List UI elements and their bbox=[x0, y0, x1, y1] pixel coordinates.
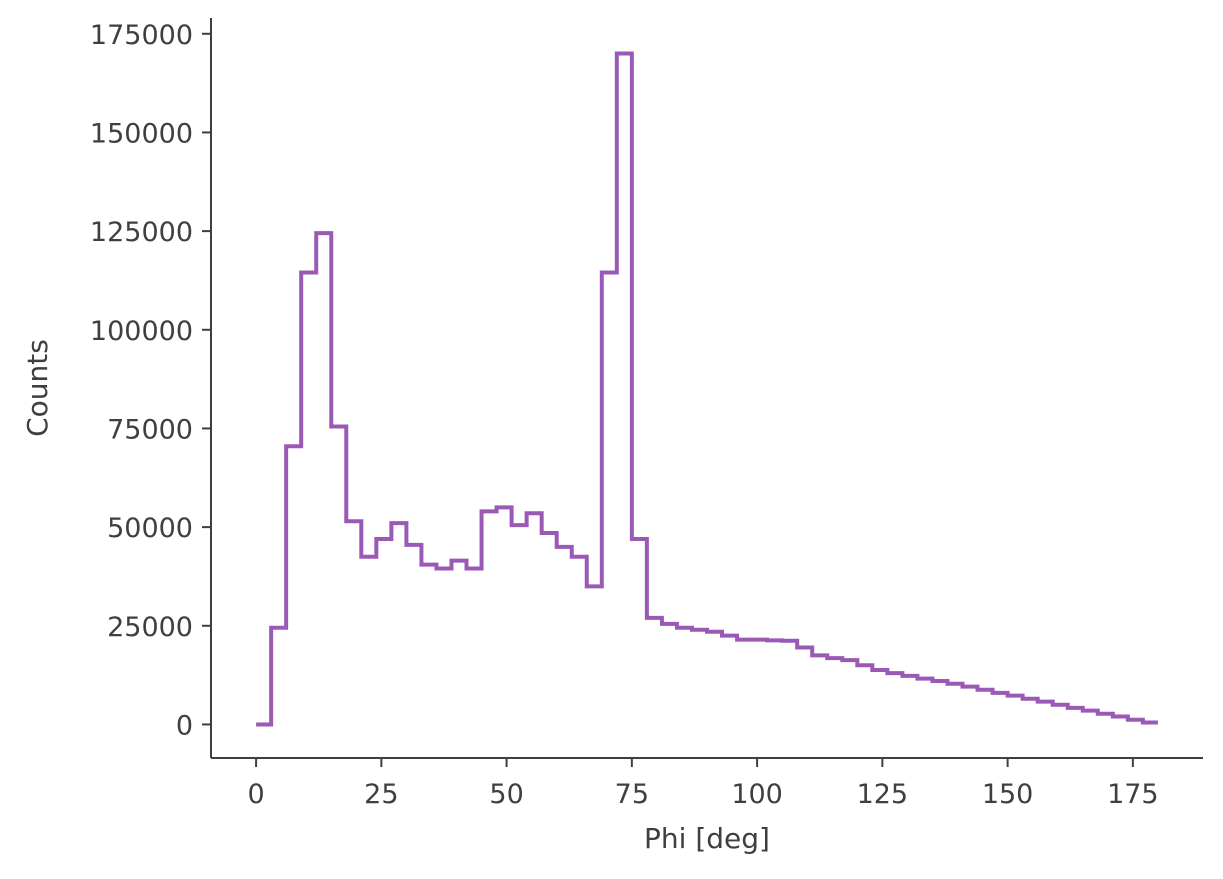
y-axis-ticks: 0 25000 50000 75000 100000 125000 150000 175000 bbox=[90, 20, 211, 741]
x-tick-label: 100 bbox=[731, 779, 783, 810]
x-tick-label: 175 bbox=[1107, 779, 1159, 810]
histogram-series-line bbox=[256, 51, 1158, 727]
y-tick-label: 150000 bbox=[90, 118, 193, 149]
y-tick-label: 175000 bbox=[90, 20, 193, 51]
y-tick-label: 75000 bbox=[107, 414, 193, 445]
x-tick-label: 75 bbox=[615, 779, 649, 810]
y-tick-label: 100000 bbox=[90, 316, 193, 347]
x-axis-ticks: 0 25 50 75 100 125 150 175 bbox=[247, 758, 1159, 810]
x-tick-label: 50 bbox=[489, 779, 523, 810]
y-axis-title: Counts bbox=[21, 339, 54, 437]
y-tick-label: 25000 bbox=[107, 612, 193, 643]
x-axis-title: Phi [deg] bbox=[644, 822, 770, 855]
y-tick-label: 125000 bbox=[90, 217, 193, 248]
x-tick-label: 150 bbox=[982, 779, 1034, 810]
x-tick-label: 0 bbox=[247, 779, 264, 810]
y-tick-label: 50000 bbox=[107, 513, 193, 544]
y-tick-label: 0 bbox=[176, 710, 193, 741]
x-tick-label: 125 bbox=[857, 779, 909, 810]
x-tick-label: 25 bbox=[364, 779, 398, 810]
